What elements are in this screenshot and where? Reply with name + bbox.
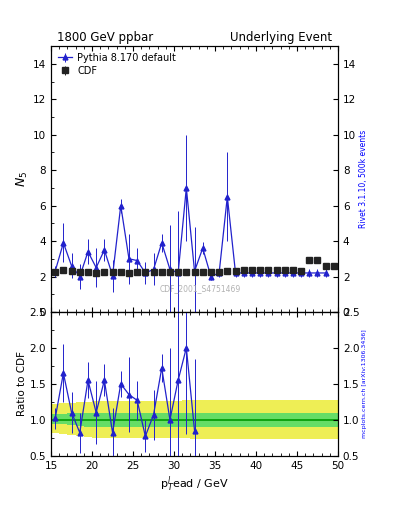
Legend: Pythia 8.170 default, CDF: Pythia 8.170 default, CDF (56, 51, 178, 78)
Text: Underlying Event: Underlying Event (230, 31, 332, 44)
Y-axis label: $N_5$: $N_5$ (15, 171, 30, 187)
Text: 1800 GeV ppbar: 1800 GeV ppbar (57, 31, 153, 44)
Text: CDF_2001_S4751469: CDF_2001_S4751469 (160, 284, 241, 293)
X-axis label: p$_T^{l}$ead / GeV: p$_T^{l}$ead / GeV (160, 475, 229, 494)
Y-axis label: mcplots.cern.ch [arXiv:1306.3436]: mcplots.cern.ch [arXiv:1306.3436] (362, 329, 367, 438)
Y-axis label: Ratio to CDF: Ratio to CDF (17, 351, 27, 416)
Y-axis label: Rivet 3.1.10, 500k events: Rivet 3.1.10, 500k events (359, 130, 368, 228)
